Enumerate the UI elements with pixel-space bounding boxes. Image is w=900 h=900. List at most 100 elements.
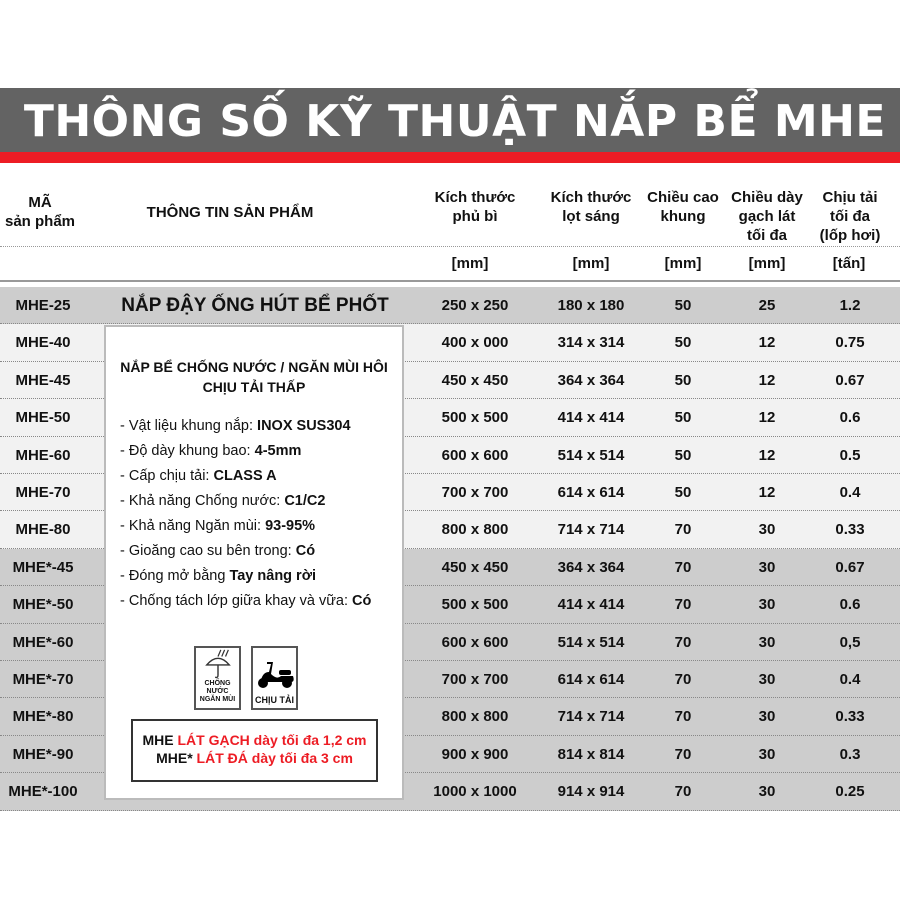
header-text: Kích thước bbox=[434, 189, 516, 206]
header-outer: Kích thước phủ bì bbox=[420, 188, 530, 226]
note-prefix: MHE bbox=[142, 732, 178, 748]
opening-cell: 364 x 364 bbox=[557, 371, 625, 389]
note-prefix: MHE* bbox=[156, 750, 197, 766]
opening-cell: 714 x 714 bbox=[557, 521, 625, 539]
frame-height-cell: 70 bbox=[674, 708, 692, 726]
header-load: Chịu tải tối đa (lốp hơi) bbox=[805, 188, 895, 245]
load-cell: 0.4 bbox=[839, 671, 861, 688]
header-text: lọt sáng bbox=[562, 208, 620, 225]
tile-thickness-cell: 30 bbox=[758, 783, 776, 801]
load-cell: 0.6 bbox=[839, 409, 861, 427]
opening-cell: 180 x 180 bbox=[557, 297, 625, 314]
spec-label: - Gioăng cao su bên trong: bbox=[120, 543, 296, 559]
note-line: MHE* LÁT ĐÁ dày tối đa 3 cm bbox=[133, 749, 376, 767]
spec-item: - Chống tách lớp giữa khay và vữa: Có bbox=[120, 589, 402, 614]
note-red: LÁT GẠCH dày tối đa 1,2 cm bbox=[177, 732, 367, 748]
header-text: khung bbox=[660, 208, 706, 225]
outer-size-cell: 500 x 500 bbox=[441, 409, 509, 427]
spec-label: - Độ dày khung bao: bbox=[120, 443, 255, 459]
outer-size-cell: 600 x 600 bbox=[441, 633, 509, 651]
header-text: Kích thước bbox=[550, 189, 632, 206]
spec-label: - Khả năng Chống nước: bbox=[120, 493, 285, 509]
opening-cell: 814 x 814 bbox=[557, 745, 625, 763]
opening-cell: 514 x 514 bbox=[557, 446, 625, 464]
divider bbox=[0, 280, 900, 282]
load-cell: 0.4 bbox=[839, 484, 861, 501]
code-cell: MHE*-60 bbox=[12, 633, 74, 651]
tile-thickness-cell: 30 bbox=[758, 558, 776, 576]
outer-size-cell: 800 x 800 bbox=[441, 521, 509, 539]
tile-thickness-cell: 12 bbox=[758, 334, 776, 352]
tile-thickness-cell: 12 bbox=[758, 371, 776, 389]
header-text: tối đa bbox=[747, 227, 787, 244]
header-tile: Chiều dày gạch lát tối đa bbox=[722, 188, 812, 245]
tile-thickness-cell: 30 bbox=[758, 708, 776, 726]
frame-height-cell: 50 bbox=[674, 371, 692, 389]
header-text: MÃ bbox=[28, 194, 52, 211]
unit: [mm] bbox=[664, 255, 702, 272]
tile-thickness-cell: 30 bbox=[758, 521, 776, 539]
header-frame: Chiều cao khung bbox=[640, 188, 726, 226]
spec-value: 4-5mm bbox=[254, 443, 302, 459]
outer-size-cell: 450 x 450 bbox=[441, 558, 509, 576]
opening-cell: 714 x 714 bbox=[557, 708, 625, 726]
outer-size-cell: 700 x 700 bbox=[441, 671, 509, 688]
load-cell: 0.33 bbox=[835, 521, 865, 539]
outer-size-cell: 600 x 600 bbox=[441, 446, 509, 464]
frame-height-cell: 50 bbox=[674, 409, 692, 427]
spec-item: - Khả năng Chống nước: C1/C2 bbox=[120, 489, 402, 514]
header-text: Chiều cao bbox=[647, 189, 719, 206]
load-cell: 0,5 bbox=[839, 633, 861, 651]
title-band: THÔNG SỐ KỸ THUẬT NẮP BỂ MHE bbox=[0, 88, 900, 152]
header-text: (lốp hơi) bbox=[819, 227, 881, 244]
opening-cell: 614 x 614 bbox=[557, 671, 625, 688]
frame-height-cell: 70 bbox=[674, 671, 692, 688]
info-title-line: NẮP BỂ CHỐNG NƯỚC / NGĂN MÙI HÔI bbox=[120, 359, 388, 375]
frame-height-cell: 50 bbox=[674, 334, 692, 352]
spec-value: 93-95% bbox=[265, 518, 316, 534]
outer-size-cell: 400 x 000 bbox=[441, 334, 509, 352]
outer-size-cell: 1000 x 1000 bbox=[433, 783, 517, 801]
spec-label: - Chống tách lớp giữa khay và vữa: bbox=[120, 593, 353, 609]
table-row: MHE*-70 700 x 700 614 x 614 70 30 0.4 bbox=[0, 661, 900, 699]
spec-item: - Đóng mở bằng Tay nâng rời bbox=[120, 564, 402, 589]
unit: [mm] bbox=[572, 255, 610, 272]
badge-label: CHỊU TẢI bbox=[255, 695, 294, 705]
frame-height-cell: 70 bbox=[674, 596, 692, 614]
header-text: Chiều dày bbox=[731, 189, 803, 206]
badge-label: CHỐNG NƯỚC bbox=[204, 680, 231, 695]
load-cell: 0.67 bbox=[835, 371, 865, 389]
tile-thickness-cell: 12 bbox=[758, 484, 776, 501]
unit: [mm] bbox=[748, 255, 786, 272]
opening-cell: 514 x 514 bbox=[557, 633, 625, 651]
spec-item: - Vật liệu khung nắp: INOX SUS304 bbox=[120, 414, 402, 439]
header-text: gạch lát bbox=[738, 208, 796, 225]
header-info: THÔNG TIN SẢN PHẨM bbox=[146, 204, 314, 221]
code-cell: MHE-70 bbox=[15, 484, 71, 501]
frame-height-cell: 70 bbox=[674, 633, 692, 651]
outer-size-cell: 250 x 250 bbox=[441, 297, 509, 314]
note-line: MHE LÁT GẠCH dày tối đa 1,2 cm bbox=[133, 731, 376, 749]
tile-thickness-cell: 30 bbox=[758, 596, 776, 614]
page-title: THÔNG SỐ KỸ THUẬT NẮP BỂ MHE bbox=[23, 96, 886, 147]
spec-value: INOX SUS304 bbox=[257, 418, 351, 434]
load-cell: 0.67 bbox=[835, 558, 865, 576]
scooter-icon bbox=[257, 662, 294, 688]
tile-thickness-cell: 25 bbox=[758, 297, 776, 314]
spec-label: - Đóng mở bằng bbox=[120, 568, 230, 584]
frame-height-cell: 50 bbox=[674, 446, 692, 464]
load-cell: 0.25 bbox=[835, 783, 865, 801]
badge-label: NGĂN MÙI bbox=[199, 696, 236, 703]
opening-cell: 414 x 414 bbox=[557, 596, 625, 614]
row-product-title: NẮP ĐẬY ỐNG HÚT BỂ PHỐT bbox=[121, 295, 389, 316]
code-cell: MHE-40 bbox=[15, 334, 71, 352]
code-cell: MHE*-80 bbox=[12, 708, 74, 726]
spec-label: - Cấp chịu tải: bbox=[120, 468, 214, 484]
outer-size-cell: 450 x 450 bbox=[441, 371, 509, 389]
tile-thickness-cell: 30 bbox=[758, 745, 776, 763]
waterproof-badge: CHỐNG NƯỚC NGĂN MÙI bbox=[194, 646, 241, 710]
load-cell: 0.75 bbox=[835, 334, 865, 352]
frame-height-cell: 50 bbox=[674, 297, 692, 314]
opening-cell: 414 x 414 bbox=[557, 409, 625, 427]
load-cell: 1.2 bbox=[839, 297, 861, 314]
